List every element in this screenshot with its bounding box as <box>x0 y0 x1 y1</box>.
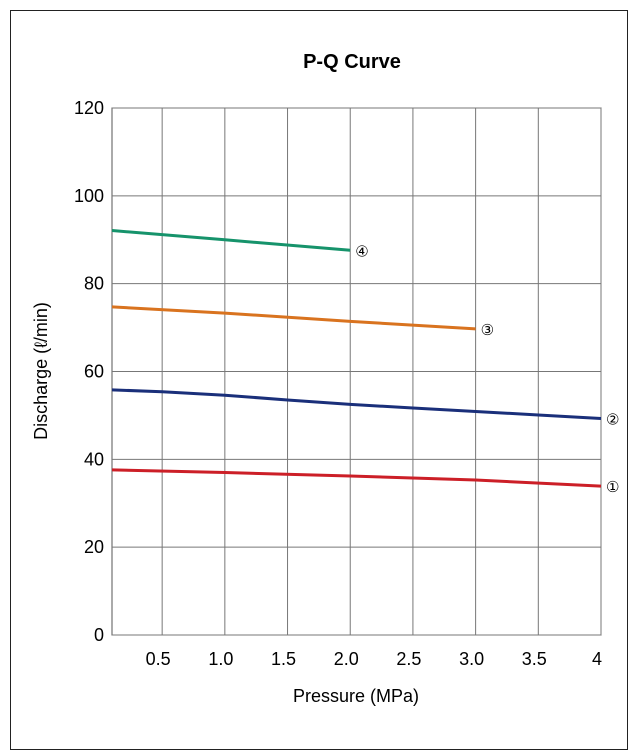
x-tick-label: 0.5 <box>146 649 171 669</box>
x-axis-label: Pressure (MPa) <box>293 686 419 706</box>
y-tick-label: 60 <box>84 362 104 382</box>
x-tick-label: 2.0 <box>334 649 359 669</box>
series-line-4 <box>111 229 351 252</box>
series-line-1 <box>111 468 602 488</box>
y-tick-label: 40 <box>84 449 104 469</box>
series-label-4: ④ <box>355 242 368 260</box>
series-line-3 <box>111 305 476 331</box>
x-tick-label: 4 <box>592 649 602 669</box>
y-tick-label: 120 <box>74 98 104 118</box>
y-tick-label: 100 <box>74 186 104 206</box>
x-tick-label: 1.5 <box>271 649 296 669</box>
x-tick-label: 1.0 <box>208 649 233 669</box>
series-label-2: ② <box>606 410 619 428</box>
grid <box>111 107 602 636</box>
y-axis-label: Discharge (ℓ/min) <box>31 302 51 440</box>
x-tick-label: 3.0 <box>459 649 484 669</box>
x-tick-label: 3.5 <box>522 649 547 669</box>
y-tick-label: 0 <box>94 625 104 645</box>
series-label-1: ① <box>606 478 619 496</box>
series-line-2 <box>111 388 602 420</box>
series-label-3: ③ <box>481 321 494 339</box>
chart-frame <box>10 10 628 750</box>
x-tick-label: 2.5 <box>396 649 421 669</box>
tick-labels: 0 20 40 60 80 100 120 0.5 1.0 1.5 2.0 2.5 3.0 3.5 4 <box>74 98 602 669</box>
y-tick-label: 20 <box>84 537 104 557</box>
chart-title: P-Q Curve <box>303 51 401 73</box>
y-tick-label: 80 <box>84 274 104 294</box>
pq-chart: P-Q Curve ① ② ③ ④ 0 20 40 60 80 100 120 0.5 1.0 1.5 2… <box>31 51 619 706</box>
series-layer: ① ② ③ ④ <box>111 229 619 496</box>
